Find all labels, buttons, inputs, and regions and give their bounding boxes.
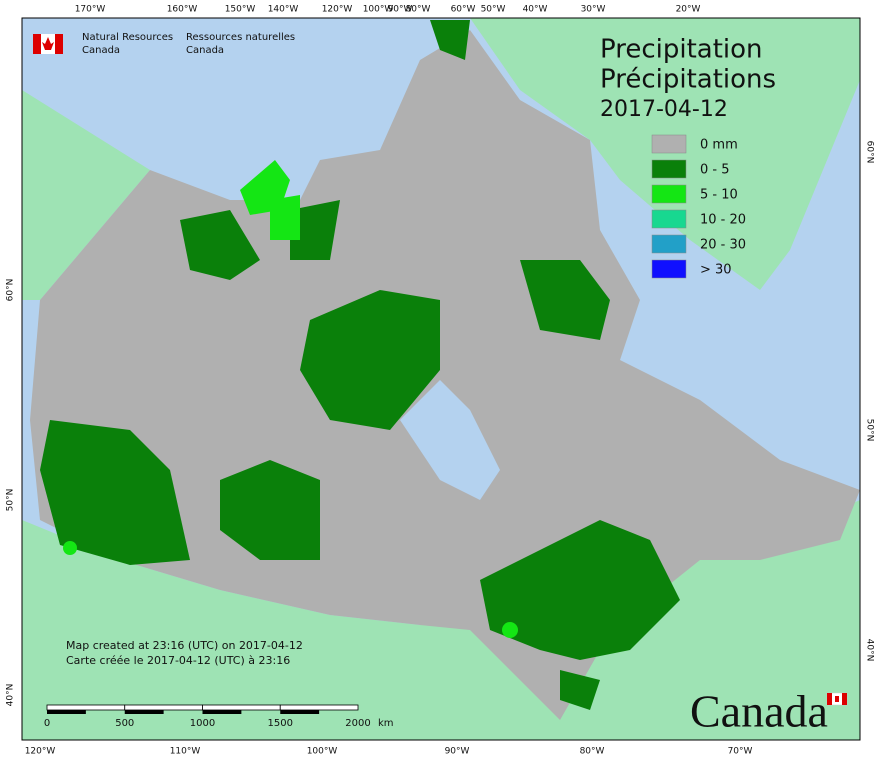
scale-label: 1000 [190,718,215,729]
legend-swatch [651,159,687,179]
graticule-label: 90°W [445,747,470,757]
hudson-bay [400,380,500,500]
graticule-label: 40°W [523,5,548,15]
graticule-label: 40°N [865,639,875,662]
scale-segment [202,704,281,711]
graticule-label: 100°W [307,747,338,757]
graticule-label: 40°N [6,684,16,707]
legend-label: 5 - 10 [700,188,738,203]
scale-segment [47,710,86,714]
scale-label: 2000 [345,718,370,729]
graticule-label: 30°W [581,5,606,15]
scale-segment [279,704,359,711]
graticule-label: 60°N [6,279,16,302]
graticule-label: 90°W [388,5,413,15]
wordmark: Canada [690,686,828,737]
legend-label: 10 - 20 [700,213,746,228]
created-fr: Carte créée le 2017-04-12 (UTC) à 23:16 [66,654,290,667]
legend-swatch [651,184,687,204]
graticule-label: 50°N [6,489,16,512]
scale-segment [124,710,164,714]
graticule-label: 150°W [225,5,256,15]
precip-5-10 [63,160,518,638]
graticule-label: 60°W [451,5,476,15]
graticule-label: 60°N [865,141,875,164]
legend-label: 20 - 30 [700,238,746,253]
legend-swatch [651,259,687,279]
graticule-label: 170°W [75,5,106,15]
legend-label: 0 - 5 [700,163,730,178]
graticule-label: 100°W [363,5,394,15]
title-en: Precipitation [600,35,763,65]
legend-swatch [651,234,687,254]
scale-segment [124,704,203,711]
graticule-label: 110°W [170,747,201,757]
legend-swatch [651,134,687,154]
country-en: Canada [82,45,120,56]
wordmark-flag [826,692,848,706]
legend-label: 0 mm [700,138,738,153]
land [22,18,860,740]
scale-segment [46,704,126,711]
graticule-label: 80°W [580,747,605,757]
graticule-label: 50°W [481,5,506,15]
alaska [22,90,150,300]
graticule-label: 80°W [406,5,431,15]
scale-segment [202,710,242,714]
legend-label: > 30 [700,263,732,278]
graticule-label: 120°W [25,747,56,757]
graticule-label: 20°W [676,5,701,15]
scale-segment [280,710,320,714]
frame [21,17,861,741]
agency-en: Natural Resources [82,32,173,43]
scale-label: 0 [44,718,50,729]
created-en: Map created at 23:16 (UTC) on 2017-04-12 [66,639,303,652]
legend-swatch [651,209,687,229]
country-fr: Canada [186,45,224,56]
greenland [470,18,860,290]
precip-0-5 [40,20,680,710]
scale-label: 500 [115,718,134,729]
scale-label: 1500 [268,718,293,729]
title-fr: Précipitations [600,65,776,95]
graticule-label: 160°W [167,5,198,15]
agency-fr: Ressources naturelles [186,32,295,43]
logo [33,34,63,54]
title-date: 2017-04-12 [600,97,728,122]
graticule-label: 140°W [268,5,299,15]
graticule-label: 50°N [865,419,875,442]
graticule-label: 70°W [728,747,753,757]
scale-unit: km [378,718,394,729]
graticule-label: 120°W [322,5,353,15]
